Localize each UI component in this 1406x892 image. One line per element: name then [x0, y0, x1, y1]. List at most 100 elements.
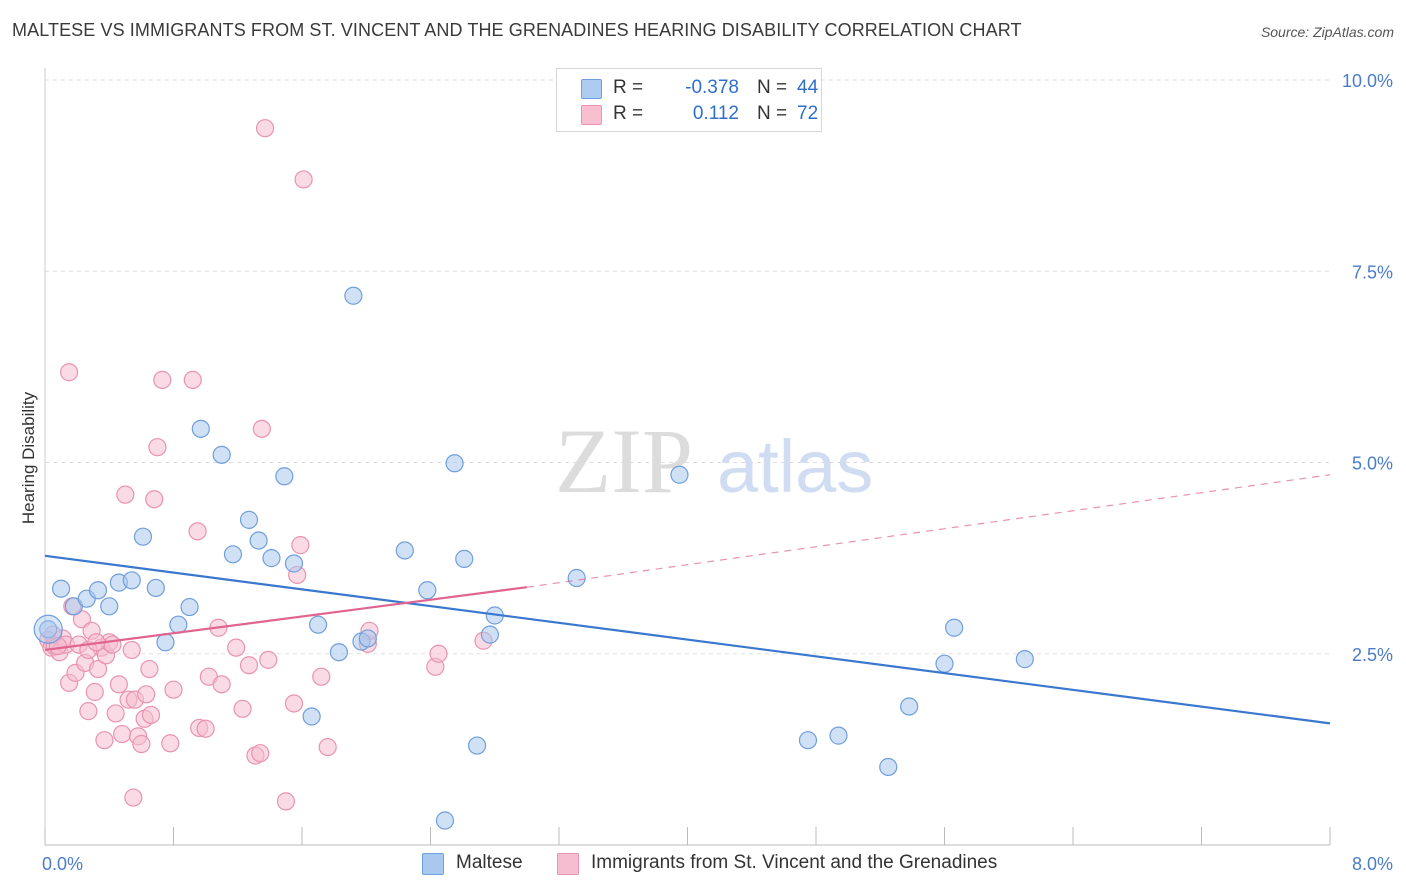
- maltese-trend-line: [44, 554, 1331, 725]
- gridlines: [45, 79, 1330, 655]
- immigrants-point: [252, 419, 271, 438]
- maltese-point: [395, 541, 414, 560]
- immigrants-point: [148, 438, 167, 457]
- trend-lines: [44, 474, 1331, 725]
- maltese-point: [445, 454, 464, 473]
- immigrants-point: [212, 675, 231, 694]
- immigrants-point: [233, 699, 252, 718]
- immigrants-point: [294, 170, 313, 189]
- maltese-point: [275, 467, 294, 486]
- immigrants-point: [112, 724, 132, 744]
- maltese-point: [829, 726, 848, 745]
- bottom-legend-label-immigrants: Immigrants from St. Vincent and the Gren…: [591, 852, 998, 873]
- immigrants-point: [312, 667, 331, 686]
- legend-swatch-immigrants: [581, 105, 602, 125]
- immigrants-point: [106, 704, 125, 723]
- immigrants-point: [318, 737, 337, 757]
- immigrants-point: [88, 659, 108, 679]
- legend-r-label: R =: [613, 77, 644, 98]
- maltese-point: [223, 545, 243, 564]
- immigrants-point: [276, 792, 296, 811]
- maltese-point: [284, 554, 304, 573]
- y-axis-label: Hearing Disability: [19, 391, 38, 524]
- maltese-point: [100, 597, 119, 616]
- immigrants-point: [116, 485, 135, 504]
- legend-swatch-maltese: [581, 79, 602, 99]
- maltese-point: [344, 286, 363, 305]
- bottom-legend-swatch-maltese: [422, 853, 444, 875]
- source-credit: Source: ZipAtlas.com: [1260, 24, 1394, 40]
- legend-r-label: R =: [613, 103, 644, 124]
- immigrants-point: [227, 638, 246, 657]
- immigrants-point: [284, 694, 304, 713]
- maltese-point: [156, 633, 175, 652]
- immigrants-point: [59, 363, 79, 382]
- maltese-point: [1015, 650, 1034, 669]
- chart-title: MALTESE VS IMMIGRANTS FROM ST. VINCENT A…: [12, 20, 1022, 40]
- immigrants-point: [95, 731, 114, 750]
- maltese-point: [879, 757, 898, 777]
- maltese-point: [122, 571, 141, 590]
- maltese-point: [249, 531, 268, 550]
- y-tick-label: 7.5%: [1352, 262, 1393, 282]
- immigrants-point: [85, 682, 104, 702]
- immigrants-point: [109, 675, 128, 694]
- maltese-point: [180, 597, 199, 617]
- immigrants-point: [145, 490, 164, 509]
- maltese-point: [88, 581, 108, 600]
- watermark-atlas: atlas: [717, 425, 873, 508]
- bottom-legend-label-maltese: Maltese: [456, 852, 523, 873]
- immigrants-point: [164, 680, 183, 699]
- watermark: ZIP atlas: [555, 410, 873, 512]
- correlation-legend: R = -0.378 N = 44 R = 0.112 N = 72: [556, 68, 822, 132]
- maltese-point: [146, 578, 165, 598]
- maltese-point: [567, 568, 586, 588]
- y-tick-label: 10.0%: [1342, 71, 1393, 91]
- maltese-point: [212, 445, 231, 464]
- immigrants-point: [153, 370, 172, 389]
- legend-n-value: 44: [797, 77, 819, 98]
- immigrants-point: [196, 719, 215, 738]
- maltese-point: [435, 811, 455, 830]
- immigrants-point: [161, 734, 180, 753]
- legend-n-value: 72: [797, 103, 819, 124]
- immigrants-point: [251, 744, 270, 763]
- tick-labels: 2.5% 5.0% 7.5% 10.0% 0.0% 8.0%: [42, 71, 1393, 874]
- x-tick-label-start: 0.0%: [42, 854, 83, 874]
- immigrants-point: [141, 705, 161, 725]
- maltese-point: [262, 549, 281, 568]
- immigrants-point: [132, 734, 151, 754]
- maltese-point: [191, 419, 210, 438]
- immigrants-point: [239, 656, 259, 675]
- maltese-point-cluster: [33, 614, 63, 644]
- maltese-point: [798, 731, 818, 750]
- immigrants-point: [255, 119, 275, 138]
- maltese-point: [39, 620, 58, 639]
- series-immigrants-points: [39, 119, 493, 811]
- legend-n-label: N =: [757, 103, 788, 124]
- immigrants-point: [79, 702, 98, 721]
- watermark-zip: ZIP: [555, 410, 693, 512]
- maltese-point: [302, 707, 321, 726]
- immigrants-point: [122, 640, 141, 660]
- immigrants-point: [188, 522, 207, 541]
- immigrants-point: [124, 788, 143, 807]
- maltese-point: [239, 510, 259, 529]
- maltese-point: [418, 581, 437, 600]
- maltese-point: [900, 697, 919, 716]
- x-tick-label-end: 8.0%: [1352, 854, 1393, 874]
- axes: [44, 68, 1331, 846]
- legend-n-label: N =: [757, 77, 788, 98]
- immigrants-point: [259, 650, 278, 669]
- immigrants-trend-extension: [526, 474, 1331, 588]
- y-tick-label: 5.0%: [1352, 454, 1393, 474]
- maltese-point: [945, 618, 964, 637]
- maltese-point: [480, 625, 500, 644]
- y-tick-label: 2.5%: [1352, 645, 1393, 665]
- immigrants-point: [429, 644, 448, 663]
- immigrants-point: [137, 685, 156, 704]
- immigrants-point: [103, 635, 122, 654]
- immigrants-point: [140, 659, 159, 679]
- maltese-point: [169, 615, 188, 634]
